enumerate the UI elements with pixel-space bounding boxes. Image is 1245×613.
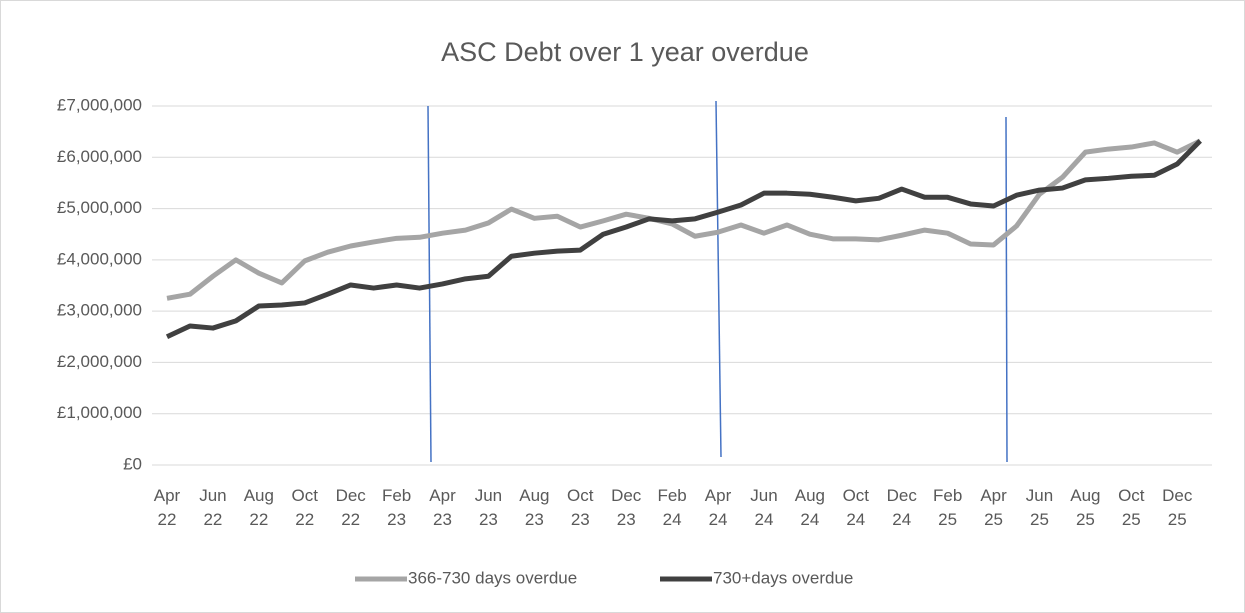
y-tick-label: £0 [123, 454, 142, 473]
series-line [166, 138, 1202, 301]
x-tick-label: Oct 22 [292, 486, 319, 529]
x-tick-label: Jun 22 [199, 486, 226, 529]
x-tick-label: Aug 22 [244, 486, 274, 529]
y-tick-label: £5,000,000 [57, 198, 142, 217]
y-tick-label: £2,000,000 [57, 352, 142, 371]
x-tick-label: Apr 24 [705, 486, 732, 529]
y-tick-label: £3,000,000 [57, 301, 142, 320]
x-tick-label: Dec 24 [887, 486, 918, 529]
y-tick-label: £1,000,000 [57, 403, 142, 422]
x-tick-label: Feb 25 [933, 486, 962, 529]
chart-title: ASC Debt over 1 year overdue [441, 37, 809, 67]
x-tick-label: Aug 25 [1070, 486, 1100, 529]
x-tick-label: Jun 24 [750, 486, 777, 529]
x-tick-label: Apr 23 [429, 486, 456, 529]
series-line [165, 139, 1202, 340]
x-tick-label: Dec 23 [611, 486, 642, 529]
x-tick-label: Jun 25 [1026, 486, 1053, 529]
x-tick-label: Apr 25 [980, 486, 1007, 529]
x-tick-label: Dec 25 [1162, 486, 1193, 529]
y-tick-label: £4,000,000 [57, 249, 142, 268]
annotation-line [1005, 116, 1008, 463]
legend-label: 730+days overdue [713, 568, 853, 587]
y-tick-label: £6,000,000 [57, 147, 142, 166]
x-tick-label: Aug 23 [519, 486, 549, 529]
x-tick-label: Feb 23 [382, 486, 411, 529]
x-tick-label: Oct 23 [567, 486, 594, 529]
x-tick-label: Feb 24 [657, 486, 686, 529]
annotation-line [715, 100, 722, 458]
x-tick-label: Oct 25 [1118, 486, 1145, 529]
y-tick-label: £7,000,000 [57, 95, 142, 114]
x-tick-label: Aug 24 [795, 486, 825, 529]
x-tick-label: Dec 22 [336, 486, 367, 529]
legend-label: 366-730 days overdue [408, 568, 577, 587]
x-tick-label: Oct 24 [843, 486, 870, 529]
x-tick-label: Jun 23 [475, 486, 502, 529]
x-tick-label: Apr 22 [154, 486, 181, 529]
